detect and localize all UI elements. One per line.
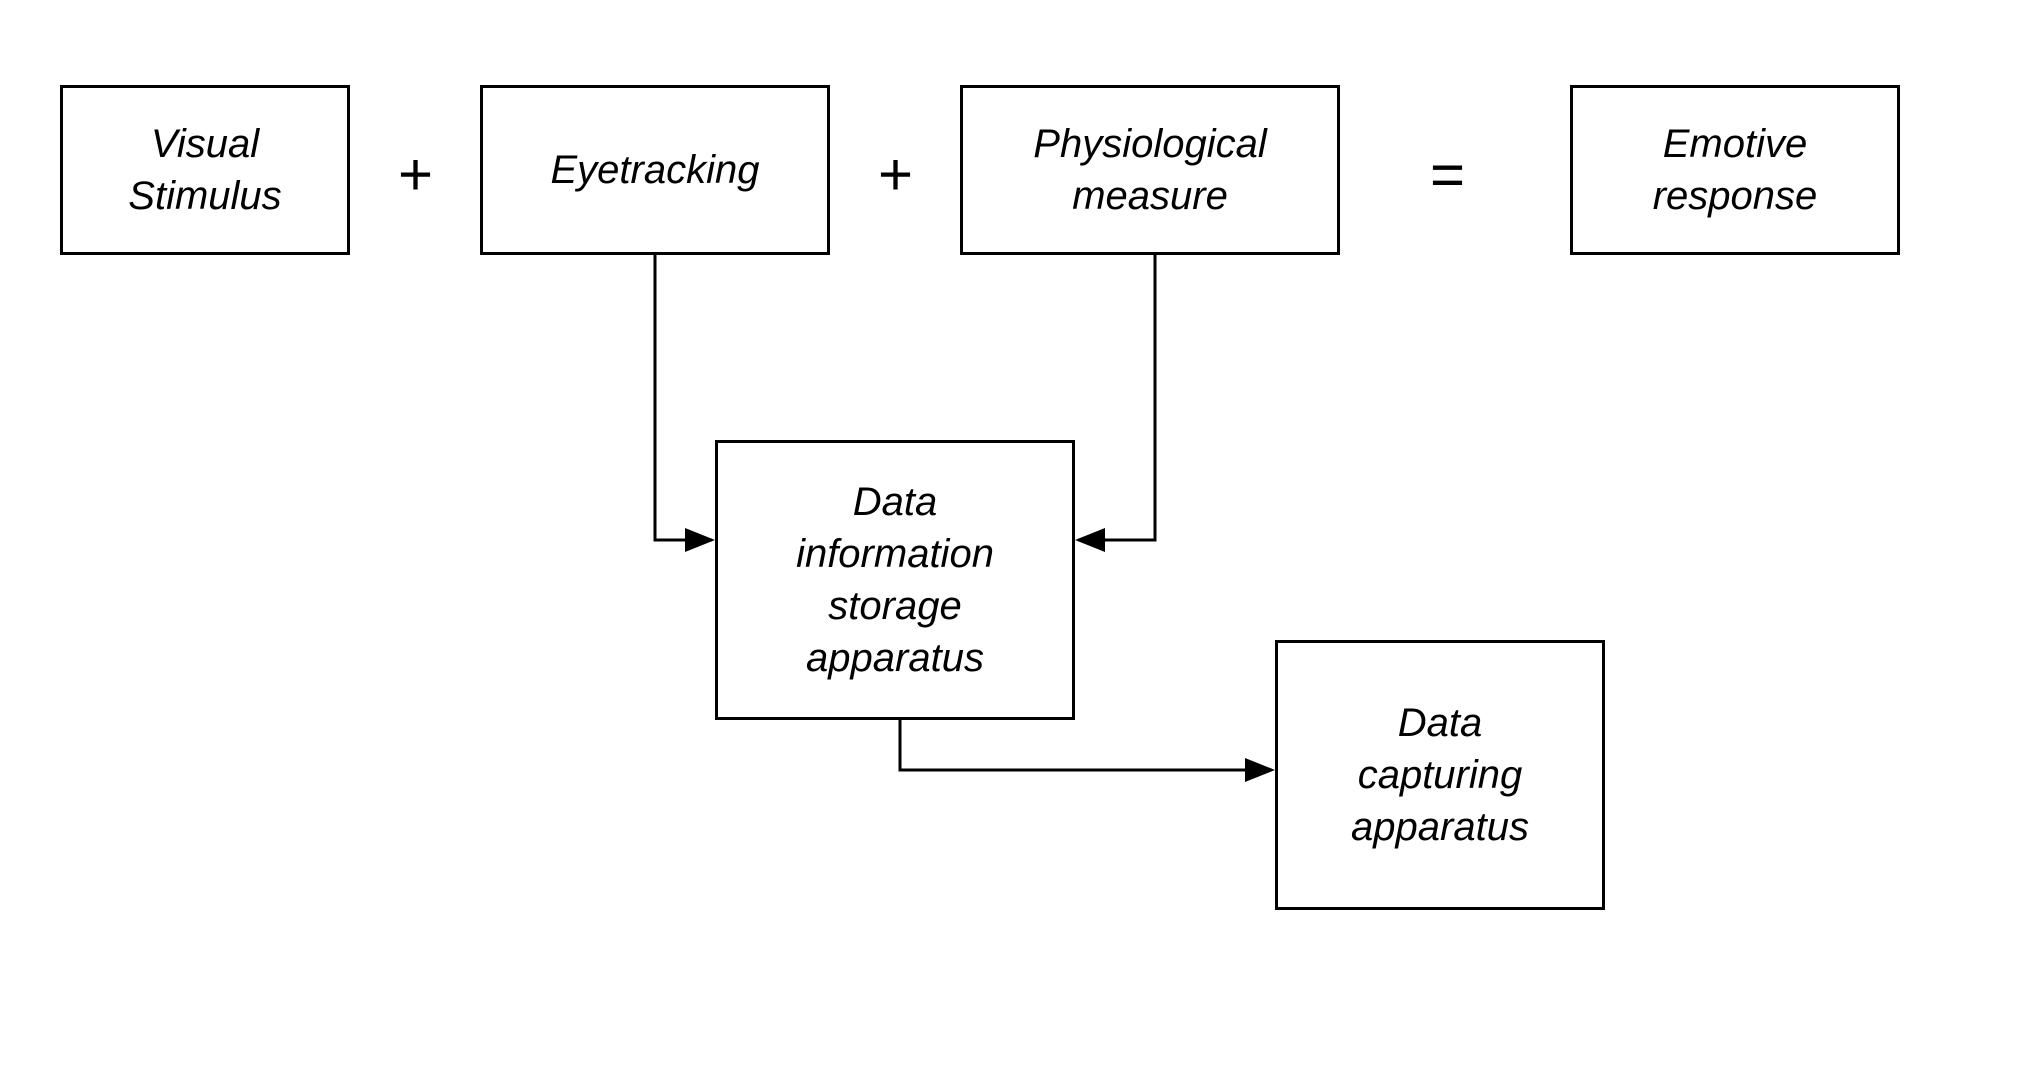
- edge-physiological-to-storage: [1078, 255, 1155, 540]
- edge-eyetracking-to-storage: [655, 255, 712, 540]
- box-data-storage: Datainformationstorageapparatus: [715, 440, 1075, 720]
- box-physiological: Physiologicalmeasure: [960, 85, 1340, 255]
- operator-plus-2: +: [878, 140, 913, 209]
- box-emotive-response: Emotiveresponse: [1570, 85, 1900, 255]
- operator-symbol: =: [1430, 141, 1465, 208]
- box-label: VisualStimulus: [128, 118, 281, 222]
- operator-symbol: +: [398, 141, 433, 208]
- edge-storage-to-capturing: [900, 720, 1272, 770]
- box-label: Datacapturingapparatus: [1351, 697, 1529, 853]
- operator-plus-1: +: [398, 140, 433, 209]
- box-visual-stimulus: VisualStimulus: [60, 85, 350, 255]
- box-label: Physiologicalmeasure: [1033, 118, 1266, 222]
- box-eyetracking: Eyetracking: [480, 85, 830, 255]
- box-label: Emotiveresponse: [1653, 118, 1818, 222]
- box-data-capturing: Datacapturingapparatus: [1275, 640, 1605, 910]
- operator-equals: =: [1430, 140, 1465, 209]
- box-label: Eyetracking: [551, 144, 760, 196]
- operator-symbol: +: [878, 141, 913, 208]
- box-label: Datainformationstorageapparatus: [796, 476, 994, 684]
- diagram-container: VisualStimulus + Eyetracking + Physiolog…: [0, 0, 2039, 1087]
